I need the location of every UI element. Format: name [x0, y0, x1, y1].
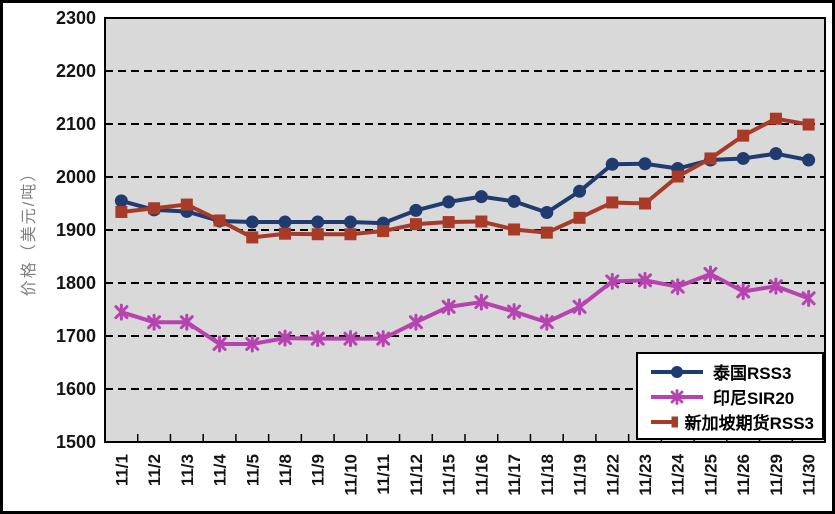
x-tick-label: 11/3 [178, 454, 197, 486]
y-tick-label: 2200 [56, 61, 96, 81]
legend-swatch-circle-icon [651, 365, 703, 378]
series-line-singapore-futures-rss3 [119, 116, 811, 240]
data-point-circle [605, 157, 619, 171]
data-point-square [802, 118, 815, 131]
data-point-circle [573, 184, 587, 198]
data-point-square [344, 228, 357, 241]
x-tick-label: 11/19 [571, 454, 590, 496]
data-point-square [769, 112, 782, 125]
y-tick-label: 1800 [56, 273, 96, 293]
data-point-square [115, 205, 128, 218]
y-tick-label: 2300 [56, 8, 96, 28]
data-point-square [311, 228, 324, 241]
data-point-circle [114, 194, 128, 208]
x-tick-label: 11/16 [472, 454, 491, 496]
x-tick-label: 11/29 [767, 454, 786, 496]
x-tick-label: 11/12 [407, 454, 426, 496]
data-point-square [540, 226, 553, 239]
data-point-circle [409, 203, 423, 217]
series-line-indonesia-sir20 [119, 271, 811, 346]
x-tick-label: 11/30 [800, 454, 819, 496]
data-point-square [704, 152, 717, 165]
legend-label: 印尼SIR20 [713, 389, 795, 408]
x-tick-label: 11/15 [440, 454, 459, 496]
data-point-square [377, 225, 390, 238]
data-point-square [606, 196, 619, 209]
series-indonesia-sir20 [114, 265, 816, 353]
data-point-square [409, 218, 422, 231]
legend-label: 泰国RSS3 [713, 364, 792, 383]
x-tick-label: 11/17 [505, 454, 524, 496]
x-tick-label: 11/23 [636, 454, 655, 496]
data-point-square [148, 202, 161, 215]
data-point-square [737, 129, 750, 142]
series-singapore-futures-rss3 [115, 112, 815, 244]
data-point-square [180, 198, 193, 211]
legend-label: 新加坡期货RSS3 [684, 414, 814, 433]
x-tick-label: 11/5 [243, 454, 262, 486]
y-tick-label: 1500 [56, 432, 96, 452]
x-tick-label: 11/1 [112, 454, 131, 486]
series-line-thailand-rss3 [119, 151, 811, 226]
data-point-circle [507, 194, 521, 208]
x-tick-label: 11/26 [734, 454, 753, 496]
x-tick-label: 11/8 [276, 454, 295, 486]
data-point-circle [245, 215, 259, 229]
x-tick-label: 11/4 [211, 453, 230, 486]
legend-marker-square [671, 416, 678, 427]
y-tick-label: 2100 [56, 114, 96, 134]
x-tick-label: 11/24 [669, 453, 688, 495]
data-point-circle [802, 153, 816, 167]
data-point-square [671, 170, 684, 183]
data-point-circle [638, 157, 652, 171]
legend-item-thailand-rss3: 泰国RSS3 [648, 359, 814, 384]
x-tick-label: 11/10 [341, 454, 360, 496]
data-point-square [279, 227, 291, 240]
y-tick-label: 1600 [56, 379, 96, 399]
data-point-square [475, 215, 488, 228]
price-line-chart: 1500 1600 1700 1800 1900 2000 2100 2200 2300 11/1… [56, 8, 826, 496]
data-point-circle [442, 195, 456, 209]
y-axis-title: 价格（美元/吨） [21, 163, 38, 297]
data-point-square [246, 231, 259, 244]
data-point-square [508, 223, 521, 236]
legend: 泰国RSS3 印尼SIR20 新加坡期货RSS3 [636, 352, 824, 440]
data-point-square [213, 214, 226, 227]
legend-marker-circle [671, 365, 683, 378]
y-tick-label: 2000 [56, 167, 96, 187]
data-point-circle [311, 215, 325, 229]
legend-swatch-square-icon [651, 416, 678, 427]
x-tick-label: 11/22 [603, 454, 622, 496]
x-tick-label: 11/18 [538, 454, 557, 496]
y-tick-label: 1900 [56, 220, 96, 240]
data-point-circle [540, 206, 554, 220]
x-tick-label: 11/11 [374, 454, 393, 495]
data-point-circle [769, 147, 783, 161]
legend-item-singapore-futures-rss3: 新加坡期货RSS3 [648, 409, 814, 434]
data-point-square [442, 216, 455, 229]
data-point-square [573, 211, 586, 224]
data-point-circle [343, 215, 357, 229]
legend-item-indonesia-sir20: 印尼SIR20 [648, 384, 814, 409]
data-point-circle [736, 151, 750, 165]
y-tick-label: 1700 [56, 326, 96, 346]
x-tick-label: 11/25 [701, 454, 720, 496]
x-tick-label: 11/2 [145, 454, 164, 486]
legend-swatch-asterisk-icon [651, 388, 703, 405]
data-point-circle [278, 215, 292, 229]
x-tick-label: 11/9 [309, 454, 328, 486]
data-point-circle [474, 190, 488, 204]
data-point-square [639, 197, 651, 210]
